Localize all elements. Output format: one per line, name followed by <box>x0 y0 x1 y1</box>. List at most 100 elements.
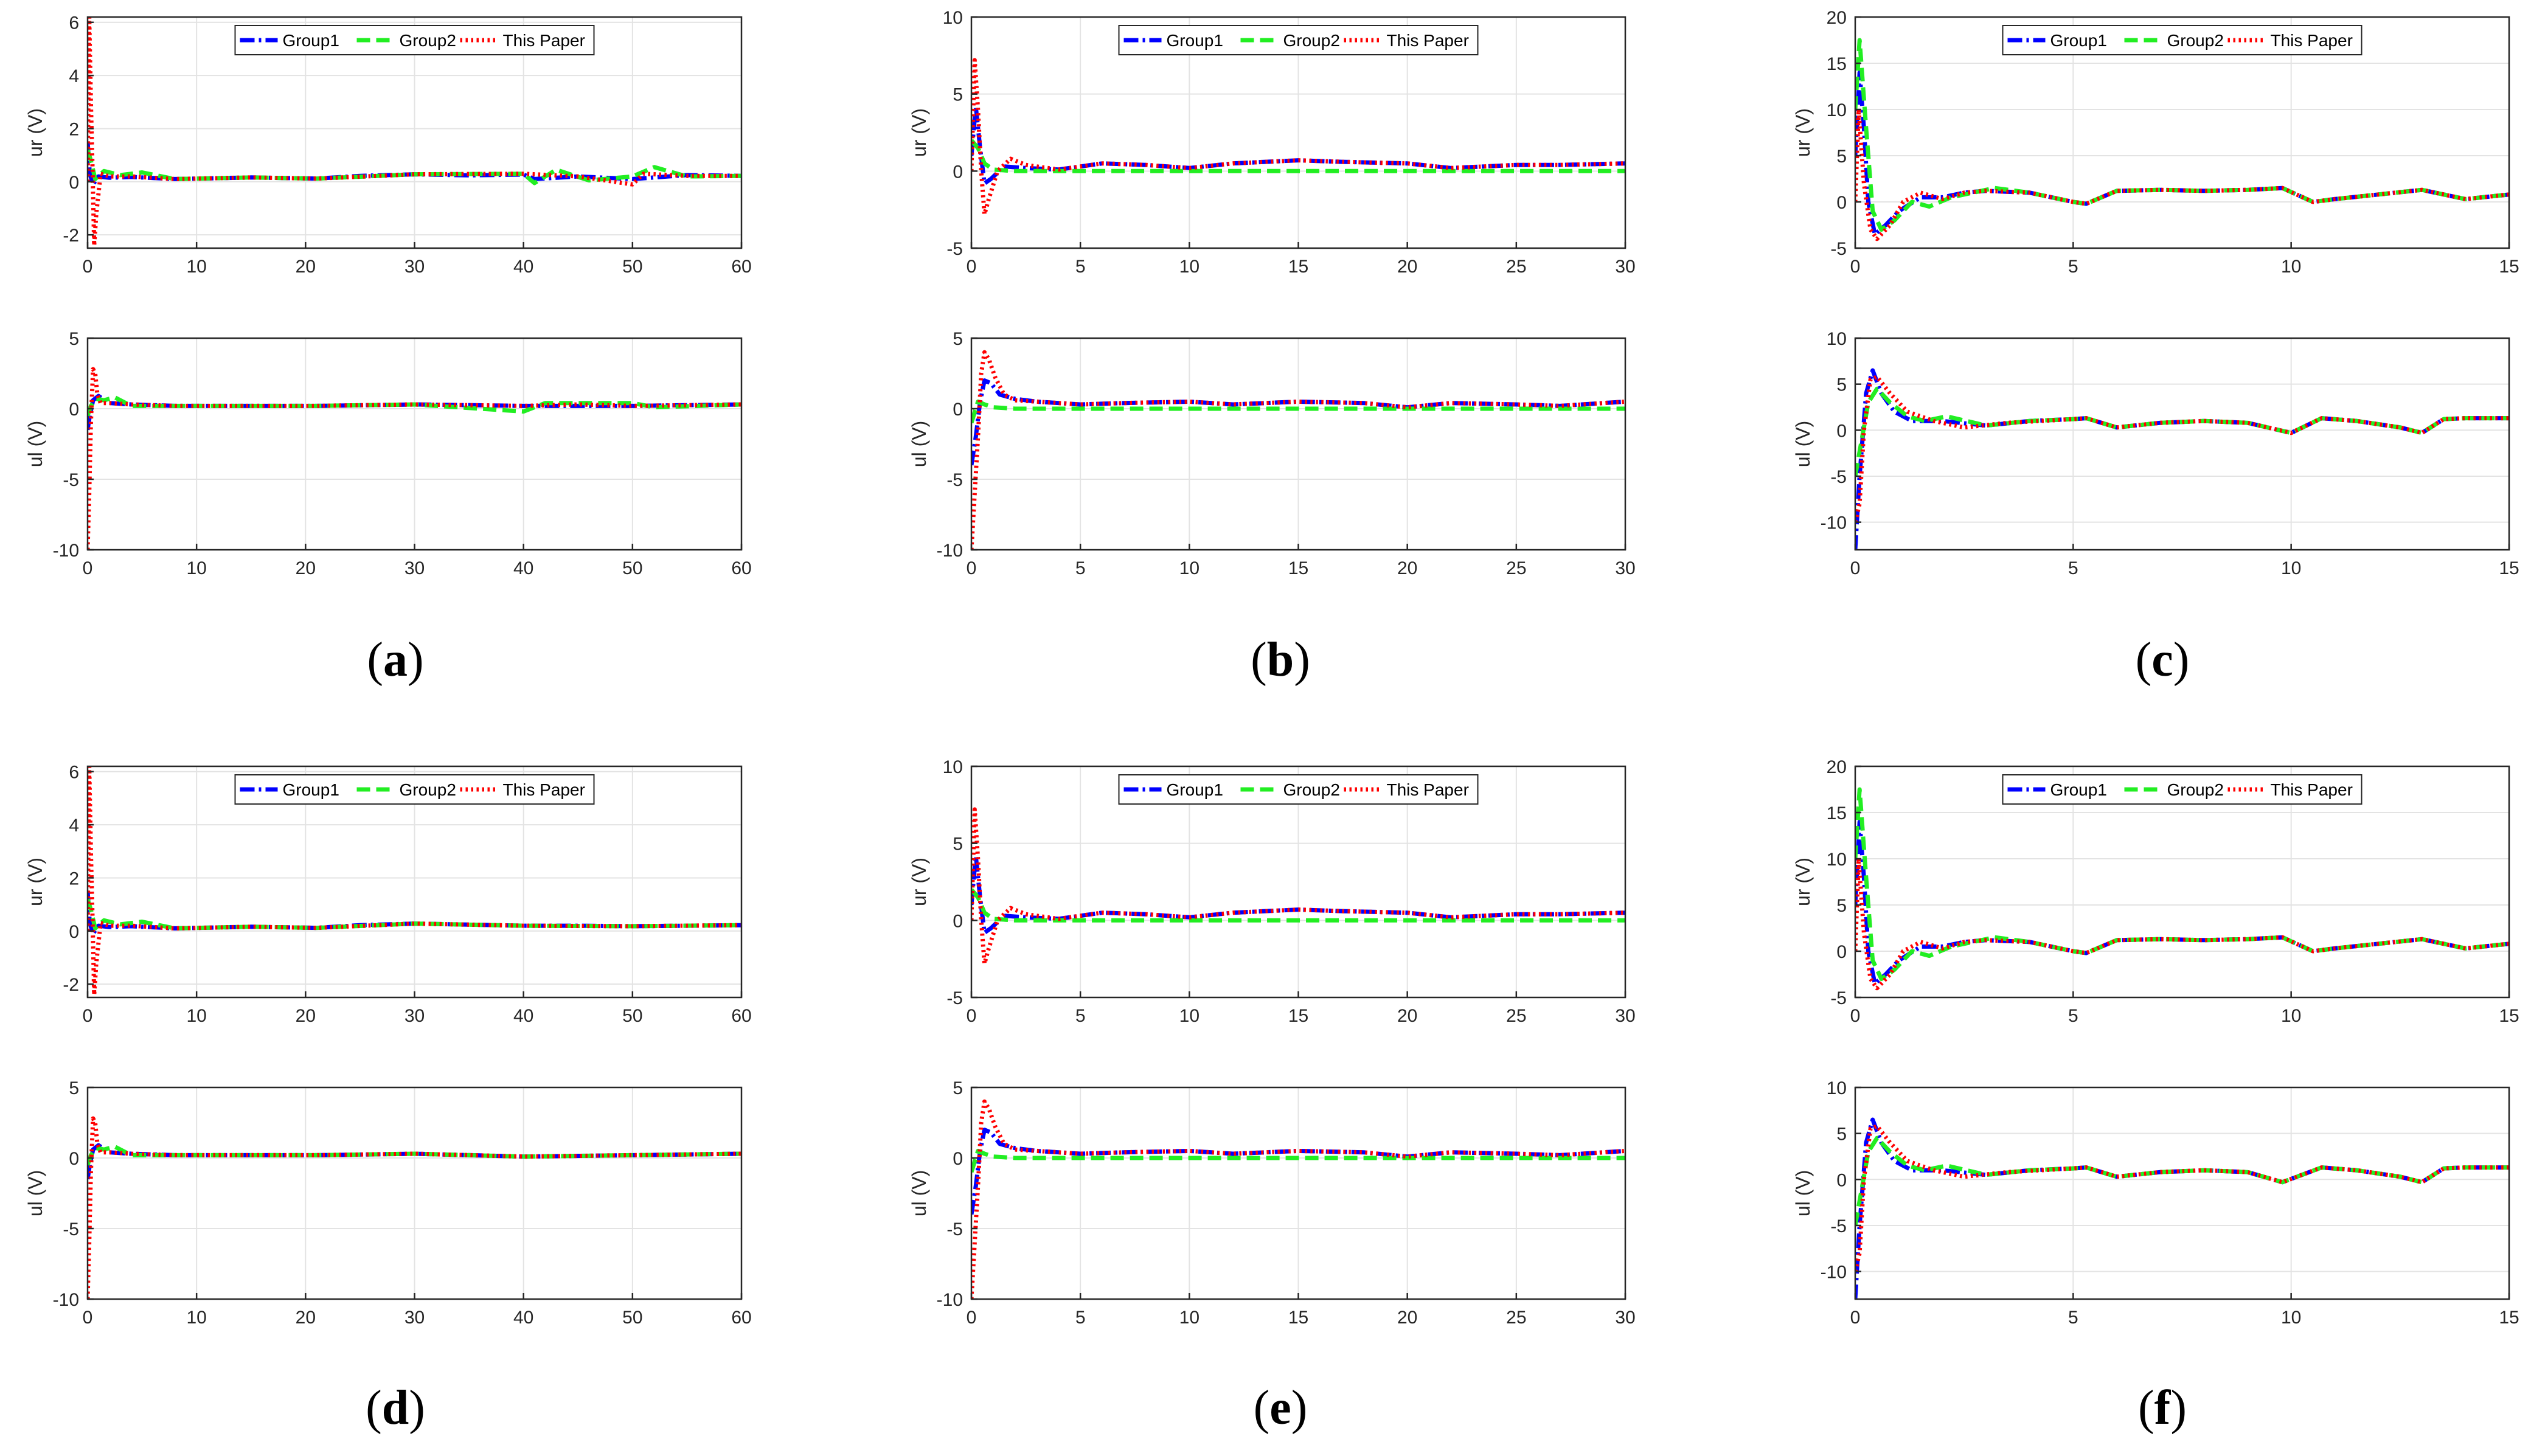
plot-f-bottom-xtick-label: 0 <box>1850 1308 1861 1328</box>
plot-c-bottom-series-this-paper <box>1855 375 2509 523</box>
plot-c-bottom-ytick-label: -5 <box>1830 467 1847 487</box>
plot-a-bottom-ytick-label: -10 <box>53 541 79 561</box>
plot-f-bottom-ytick-label: 0 <box>1836 1170 1847 1190</box>
plot-b-bottom-ytick-label: 0 <box>953 400 963 420</box>
plot-d-top-ytick-label: 0 <box>69 922 79 942</box>
plot-b-top-ytick-label: 0 <box>953 162 963 182</box>
plot-b-top-series-group2 <box>971 139 1625 173</box>
plot-b-bottom-xtick-label: 20 <box>1397 558 1417 578</box>
plot-a-top-xtick-label: 10 <box>186 257 206 277</box>
plot-a-top-legend-label: Group2 <box>400 31 456 50</box>
plot-c-bottom-ylabel: ul (V) <box>1792 421 1814 467</box>
plot-b-top-legend-label: This Paper <box>1387 31 1469 50</box>
plot-e-bottom-xtick-label: 5 <box>1075 1308 1086 1328</box>
plot-c-bottom-ytick-label: 0 <box>1836 421 1847 441</box>
plot-c-top-legend-label: Group1 <box>2050 31 2107 50</box>
plot-d-bottom-ytick-label: -5 <box>63 1219 79 1239</box>
plot-e-top-xtick-label: 20 <box>1397 1006 1417 1026</box>
plot-d-top-xtick-label: 40 <box>513 1006 533 1026</box>
plot-a-top-legend-box <box>234 25 595 55</box>
plot-c-top-background <box>1855 17 2509 248</box>
plot-a-top-legend-label: Group1 <box>283 31 339 50</box>
plot-d-top-ytick-label: -2 <box>63 975 79 995</box>
plot-f-top-xtick-label: 10 <box>2281 1006 2301 1026</box>
plot-b-top-xtick-label: 10 <box>1179 257 1200 277</box>
plot-a-bottom-ylabel: ul (V) <box>24 421 46 467</box>
plot-a-bottom-xtick-label: 60 <box>731 558 751 578</box>
plot-e-top-legend: Group1 Group2 This Paper <box>1118 774 1479 805</box>
plot-a-bottom-xtick-label: 10 <box>186 558 206 578</box>
plot-f-top-legend-label: Group1 <box>2050 780 2107 799</box>
plot-e-top-ytick-label: -5 <box>946 988 963 1008</box>
plot-d-bottom-xtick-label: 60 <box>731 1308 751 1328</box>
plot-d-top-xtick-label: 30 <box>404 1006 425 1026</box>
plot-d-top-series-group2 <box>88 898 741 931</box>
plot-e-bottom-xtick-label: 10 <box>1179 1308 1200 1328</box>
plot-f-bottom-ytick-label: 10 <box>1827 1078 1847 1098</box>
plot-f-top-background <box>1855 766 2509 997</box>
plot-c-top-xtick-label: 15 <box>2499 257 2519 277</box>
plot-f-top-ytick-label: 10 <box>1827 850 1847 870</box>
plot-b-top-series-this-paper <box>971 58 1625 217</box>
plot-a-bottom-ytick-label: 5 <box>69 329 79 349</box>
plot-b-bottom-xtick-label: 25 <box>1506 558 1526 578</box>
plot-a-bottom-xtick-label: 0 <box>83 558 93 578</box>
plot-c-bottom-xtick-label: 5 <box>2068 558 2078 578</box>
plot-e-top-legend-label: Group2 <box>1283 780 1340 799</box>
plot-f-bottom-ylabel: ul (V) <box>1792 1170 1814 1216</box>
plot-d-top-xtick-label: 10 <box>186 1006 206 1026</box>
plot-a-top-xtick-label: 40 <box>513 257 533 277</box>
caption-c: (c) <box>2135 633 2190 687</box>
plot-f-bottom-xtick-label: 10 <box>2281 1308 2301 1328</box>
plot-f-bottom-ytick-label: -5 <box>1830 1216 1847 1236</box>
plot-c-top-ytick-label: 0 <box>1836 193 1847 213</box>
plot-d-bottom-xtick-label: 50 <box>622 1308 642 1328</box>
plot-a-top-ytick-label: 0 <box>69 173 79 193</box>
plot-a-top-xtick-label: 0 <box>83 257 93 277</box>
plot-a-bottom: 0 10 20 30 40 50 60 -10 -5 0 5 ul (V) <box>24 329 752 578</box>
plot-e-top-series-group2 <box>971 888 1625 923</box>
plot-e-top-legend-label: This Paper <box>1387 780 1469 799</box>
plot-d-bottom-xtick-label: 40 <box>513 1308 533 1328</box>
plot-f-bottom-background <box>1855 1087 2509 1299</box>
caption-f: (f) <box>2138 1381 2187 1435</box>
plot-b-top-ytick-label: 5 <box>953 85 963 105</box>
plot-e-top-ylabel: ur (V) <box>908 858 930 906</box>
plot-a-top-xtick-label: 60 <box>731 257 751 277</box>
plot-a-top-legend-label: This Paper <box>503 31 585 50</box>
plot-a-bottom-xtick-label: 40 <box>513 558 533 578</box>
plot-b-top-xtick-label: 5 <box>1075 257 1086 277</box>
plot-b-top-xtick-label: 15 <box>1288 257 1308 277</box>
plot-d-top-xtick-label: 0 <box>83 1006 93 1026</box>
plot-e-bottom-series-group2 <box>971 1148 1625 1173</box>
plot-e-bottom-xtick-label: 20 <box>1397 1308 1417 1328</box>
plot-c-top-ytick-label: 20 <box>1827 8 1847 28</box>
caption-a: (a) <box>367 633 424 687</box>
plot-e-bottom-ytick-label: -10 <box>937 1290 963 1310</box>
caption-e: (e) <box>1253 1381 1308 1435</box>
plot-f-top-ytick-label: 5 <box>1836 896 1847 916</box>
plot-b-bottom-xtick-label: 5 <box>1075 558 1086 578</box>
plot-d-top-legend-label: This Paper <box>503 780 585 799</box>
plot-e-top-ytick-label: 5 <box>953 834 963 855</box>
plot-e-bottom-series-this-paper <box>971 1099 1625 1299</box>
plot-a-top-legend: Group1 Group2 This Paper <box>234 25 595 55</box>
plot-b-bottom-xtick-label: 10 <box>1179 558 1200 578</box>
plot-b-top-xtick-label: 20 <box>1397 257 1417 277</box>
plot-d-bottom-ylabel: ul (V) <box>24 1170 46 1216</box>
plot-f-top-ytick-label: -5 <box>1830 988 1847 1008</box>
plot-a-bottom-xtick-label: 30 <box>404 558 425 578</box>
plot-c-bottom-axes-box <box>1854 337 2510 551</box>
plot-f-bottom-ytick-label: -10 <box>1821 1263 1847 1283</box>
plot-c-bottom-ytick-label: 5 <box>1836 375 1847 395</box>
plot-e-bottom-ylabel: ul (V) <box>908 1170 930 1216</box>
plot-a-top-ytick-label: 2 <box>69 119 79 139</box>
plot-c-bottom-background <box>1855 338 2509 550</box>
plot-f-top-ylabel: ur (V) <box>1792 858 1814 906</box>
plot-e-bottom-xtick-label: 30 <box>1615 1308 1635 1328</box>
plot-f-top-xtick-label: 5 <box>2068 1006 2078 1026</box>
plot-f-bottom-axes-box <box>1854 1086 2510 1300</box>
plot-c-bottom-ytick-label: 10 <box>1827 329 1847 349</box>
